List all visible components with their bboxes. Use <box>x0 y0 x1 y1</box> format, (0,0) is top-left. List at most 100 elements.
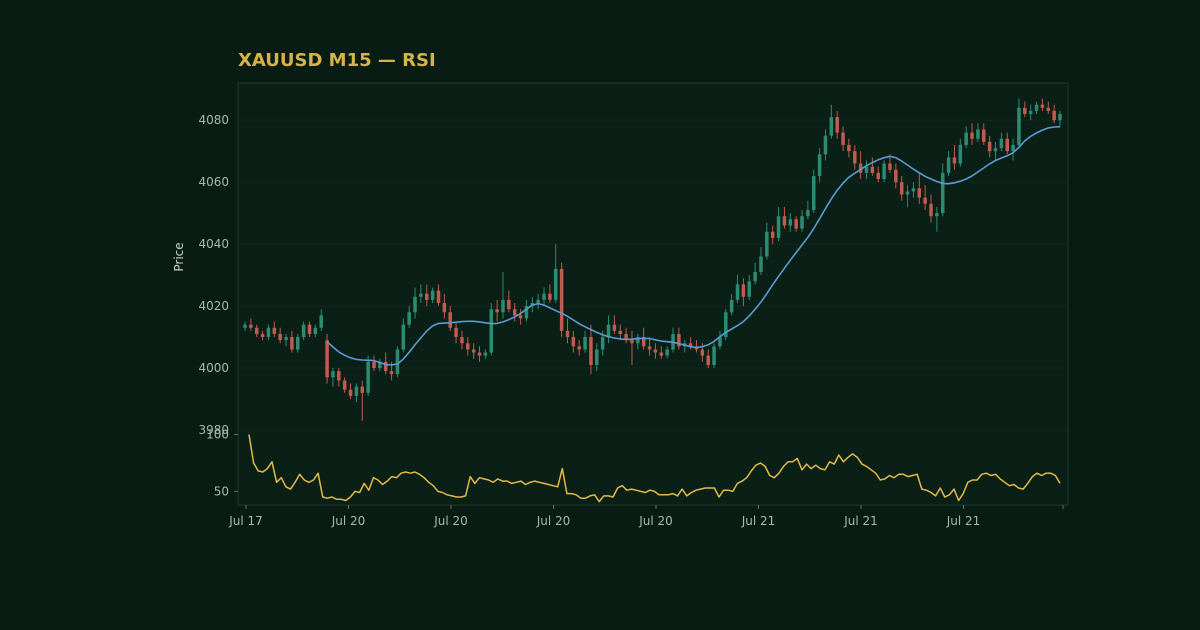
candle-body <box>636 337 640 344</box>
candle-body <box>870 166 875 173</box>
candle-body <box>788 219 793 226</box>
candle-body <box>348 389 353 396</box>
rsi-tick-label: 100 <box>206 428 229 442</box>
candle-body <box>776 216 781 238</box>
candle-body <box>653 349 658 353</box>
price-tick-label: 4020 <box>198 299 229 313</box>
candle-body <box>307 324 312 334</box>
candle-body <box>853 151 857 164</box>
time-tick-label: Jul 20 <box>638 514 673 528</box>
candle-body <box>1034 104 1039 111</box>
candle-body <box>342 380 347 390</box>
candle-body <box>583 337 587 350</box>
price-axis: 3980 4000 4020 4040 4060 4080 <box>198 113 229 437</box>
candle-body <box>706 355 710 365</box>
candle-body <box>407 312 411 325</box>
candle-body <box>905 191 910 195</box>
candle-body <box>759 256 763 272</box>
candle-body <box>600 337 605 350</box>
chart-title: XAUUSD M15 — RSI <box>238 50 436 71</box>
candle-body <box>559 268 564 331</box>
candle-body <box>1005 138 1009 152</box>
candle-body <box>612 324 617 331</box>
candle-body <box>729 299 734 313</box>
candle-body <box>841 132 845 145</box>
candle-body <box>794 219 798 229</box>
candle-body <box>266 327 271 338</box>
candle-body <box>1046 107 1051 111</box>
candle-body <box>366 361 370 393</box>
candle-body <box>1023 107 1027 114</box>
candle-body <box>823 135 828 155</box>
candle-body <box>413 296 417 313</box>
price-panel <box>237 82 1069 431</box>
candle-body <box>741 284 746 297</box>
candle-body <box>507 299 511 310</box>
candle-body <box>1017 107 1021 145</box>
candle-body <box>811 175 816 211</box>
candle-body <box>553 268 558 300</box>
candle-body <box>401 324 406 350</box>
candle-body <box>718 337 722 347</box>
candle-body <box>958 144 963 164</box>
candle-body <box>290 337 294 350</box>
candle-body <box>272 327 277 334</box>
price-tick-label: 3980 <box>198 423 229 437</box>
candle-body <box>425 293 429 300</box>
rsi-series <box>248 434 1061 503</box>
candle-body <box>331 371 335 378</box>
candle-body <box>313 327 318 334</box>
candle-body <box>301 324 306 338</box>
candle-body <box>354 386 359 396</box>
time-tick-label: Jul 21 <box>843 514 878 528</box>
candle-body <box>659 352 664 356</box>
time-tick-label: Jul 20 <box>331 514 366 528</box>
candle-body <box>419 293 423 297</box>
candle-body <box>847 144 851 152</box>
candle-body <box>935 213 939 217</box>
candle-body <box>747 281 752 297</box>
candle-body <box>483 352 488 356</box>
candle-body <box>700 349 705 356</box>
candle-body <box>383 361 388 372</box>
candle-body <box>835 117 839 133</box>
candle-body <box>337 371 341 381</box>
candle-body <box>565 330 570 338</box>
candle-body <box>360 386 365 393</box>
candle-body <box>630 340 634 344</box>
candle-body <box>296 337 300 350</box>
candle-body <box>858 163 863 173</box>
candle-body <box>864 166 869 173</box>
candle-body <box>806 210 810 217</box>
candle-body <box>735 284 740 300</box>
candle-body <box>430 290 435 300</box>
candle-body <box>688 343 693 347</box>
candle-body <box>1052 110 1056 121</box>
candle-body <box>442 302 447 313</box>
candle-body <box>536 299 540 303</box>
candle-body <box>923 197 927 204</box>
candle-body <box>249 324 253 328</box>
time-tick-label: Jul 20 <box>536 514 571 528</box>
candle-body <box>876 172 880 180</box>
candle-body <box>448 312 452 328</box>
candle-body <box>495 309 499 313</box>
candle-body <box>782 216 787 226</box>
candlestick-series <box>243 98 1062 421</box>
candle-body <box>940 172 945 214</box>
candle-body <box>888 163 892 170</box>
candle-body <box>753 271 757 282</box>
candle-body <box>1011 144 1015 152</box>
price-tick-label: 4000 <box>198 361 229 375</box>
candle-body <box>993 148 998 152</box>
candle-body <box>964 132 968 145</box>
candle-body <box>589 337 593 365</box>
candle-body <box>542 293 546 300</box>
candle-body <box>512 309 517 316</box>
candle-body <box>647 346 652 350</box>
time-axis: Jul 17 Jul 20 Jul 20 Jul 20 Jul 20 Jul 21 Jul … <box>228 505 1064 528</box>
candle-body <box>765 231 769 257</box>
candle-body <box>489 309 494 353</box>
candle-body <box>882 163 886 180</box>
candle-body <box>724 312 728 338</box>
